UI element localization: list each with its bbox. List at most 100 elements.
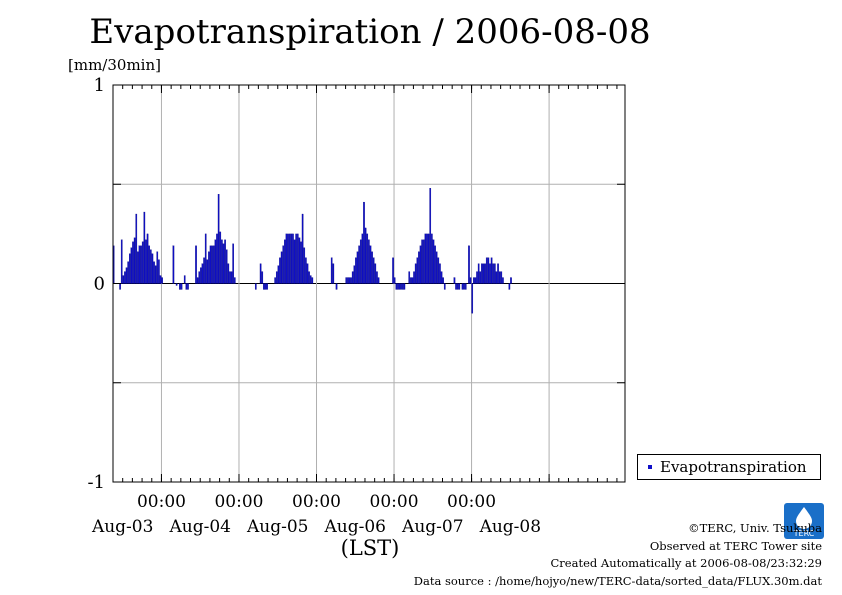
bar-series — [112, 188, 512, 314]
bar — [284, 239, 286, 284]
bar — [495, 271, 498, 284]
bar — [141, 241, 144, 284]
bar — [135, 213, 138, 284]
bar — [154, 265, 157, 284]
bar — [424, 233, 427, 284]
bar — [266, 283, 268, 290]
bar — [485, 257, 488, 284]
bar — [175, 283, 178, 286]
bar — [422, 239, 425, 284]
bar — [481, 263, 483, 284]
bar — [358, 245, 360, 284]
bar — [295, 233, 297, 284]
bar — [138, 245, 141, 284]
bar — [203, 257, 205, 284]
bar — [275, 271, 278, 284]
x-day-label: Aug-08 — [479, 517, 541, 537]
bar — [179, 283, 181, 290]
bar — [458, 283, 461, 290]
logo-text: TERC — [793, 529, 815, 538]
bar — [487, 257, 490, 284]
bar — [196, 277, 199, 284]
bar — [439, 263, 441, 284]
x-day-label: Aug-04 — [168, 517, 230, 537]
bar — [221, 239, 223, 284]
bar — [254, 283, 257, 290]
bar — [476, 271, 478, 284]
bar — [473, 277, 475, 284]
legend: Evapotranspiration — [637, 454, 821, 480]
bar — [303, 247, 306, 284]
y-unit-label: [mm/30min] — [68, 56, 161, 74]
bar — [137, 251, 139, 284]
bar — [127, 261, 130, 284]
bar — [443, 283, 446, 290]
bar — [264, 283, 267, 290]
bar — [311, 277, 314, 284]
bar — [259, 263, 262, 284]
bar — [400, 283, 402, 290]
bar — [479, 271, 482, 284]
bar — [290, 233, 293, 284]
axis-ticks — [112, 84, 625, 483]
bar — [219, 231, 222, 284]
bar — [225, 249, 228, 284]
bar — [355, 257, 357, 284]
bar — [122, 275, 125, 284]
bar — [279, 257, 281, 284]
bar — [426, 233, 428, 284]
bar — [129, 253, 131, 284]
bar — [146, 233, 149, 284]
bar — [301, 213, 304, 284]
bar — [414, 263, 417, 284]
bar — [456, 283, 459, 290]
x-time-label: 00:00 — [370, 492, 419, 512]
credit-line: ©TERC, Univ. Tsukuba — [688, 521, 822, 535]
bar — [227, 263, 230, 284]
bar — [408, 271, 411, 284]
bar — [371, 251, 373, 284]
bar — [296, 233, 299, 284]
bar — [393, 277, 396, 284]
bar — [300, 241, 302, 284]
bar — [335, 283, 338, 290]
bar — [397, 283, 399, 290]
credit-line: Data source : /home/hojyo/new/TERC-data/… — [413, 573, 822, 588]
bar — [230, 271, 233, 284]
bar — [306, 263, 309, 284]
x-day-label: Aug-05 — [246, 517, 308, 537]
x-time-label: 00:00 — [292, 492, 341, 512]
bar — [437, 257, 440, 284]
bar — [419, 245, 422, 284]
bar — [151, 253, 154, 284]
bar — [353, 265, 356, 284]
bar — [208, 251, 210, 284]
bar — [356, 251, 359, 284]
bar — [161, 277, 163, 284]
bar — [200, 267, 202, 284]
bar — [461, 283, 464, 290]
x-time-label: 00:00 — [137, 492, 186, 512]
bar — [398, 283, 401, 290]
bar — [185, 283, 188, 290]
axis-labels: 1 0 -1 00:00 00:00 00:00 00:00 00:00 Aug-03 Aug-0… — [87, 75, 541, 537]
bar — [140, 245, 142, 284]
y-tick-label: 0 — [94, 274, 105, 295]
bar — [292, 233, 294, 284]
chart-title: Evapotranspiration / 2006-08-08 — [89, 12, 651, 52]
bar — [288, 233, 291, 284]
credit-line: Observed at TERC Tower site — [649, 538, 822, 553]
bar — [455, 283, 457, 290]
credits: ©TERC, Univ. Tsukuba Observed at TERC To… — [414, 520, 822, 590]
bar — [494, 263, 496, 284]
legend-label: Evapotranspiration — [660, 458, 807, 476]
bar — [216, 233, 218, 284]
bar — [359, 239, 362, 284]
bar — [125, 267, 128, 284]
bar — [285, 233, 288, 284]
bar — [474, 277, 477, 284]
bar — [263, 283, 265, 290]
bar — [510, 277, 512, 284]
bar — [180, 283, 183, 290]
bar — [287, 233, 289, 284]
